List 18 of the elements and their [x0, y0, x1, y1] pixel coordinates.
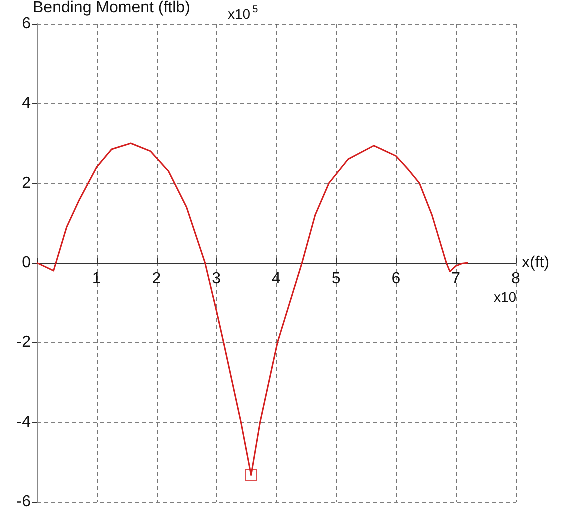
y-tick-label: -2 — [16, 334, 32, 352]
x-tick-label: 4 — [272, 270, 282, 288]
x-tick-label: 8 — [512, 270, 521, 288]
y-tick-label: 6 — [22, 16, 32, 32]
x-tick-label: 1 — [92, 270, 102, 288]
x-tick-label: 6 — [392, 270, 401, 288]
annotation: x10 — [494, 289, 517, 305]
x-tick-label: 2 — [152, 270, 162, 288]
y-tick-label: -4 — [16, 414, 32, 431]
y-axis-title: Bending Moment (ftlb) — [33, 0, 190, 17]
y-tick-label: -6 — [16, 494, 32, 510]
y-tick-label: 4 — [22, 95, 32, 112]
x-tick-label: 3 — [212, 270, 222, 288]
y-tick-label: 0 — [22, 254, 32, 272]
x-axis-title: x(ft) — [522, 254, 550, 272]
y-tick-label: 2 — [22, 174, 32, 192]
x-tick-label: 7 — [452, 270, 461, 288]
x-tick-label: 5 — [332, 270, 341, 288]
